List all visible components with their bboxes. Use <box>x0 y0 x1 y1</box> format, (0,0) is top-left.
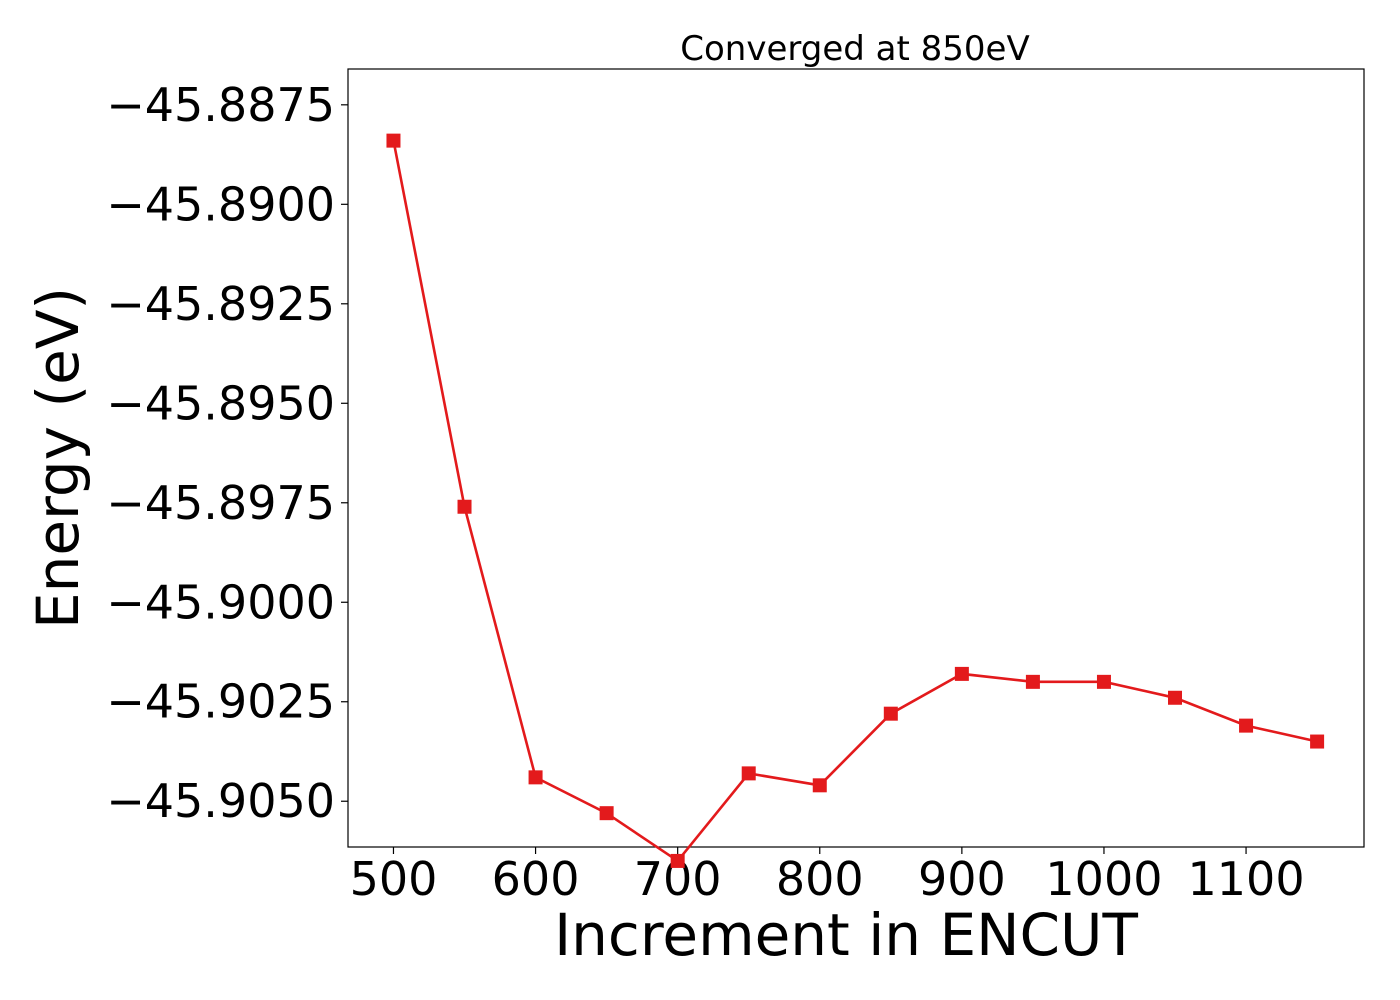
series-markers <box>386 133 1325 868</box>
x-axis-ticks: 500 600 700 800 900 1000 1100 <box>350 847 1305 906</box>
data-point-marker <box>528 770 543 785</box>
data-point-marker <box>812 778 827 793</box>
x-tick-label: 1100 <box>1188 852 1305 906</box>
data-point-marker <box>1310 734 1325 749</box>
y-tick-label: −45.8900 <box>106 177 335 231</box>
y-axis-ticks: −45.8875 −45.8900 −45.8925 −45.8950 −45.8975… <box>106 78 348 828</box>
data-point-marker <box>741 766 756 781</box>
y-tick-label: −45.9025 <box>106 675 335 729</box>
y-tick-label: −45.8875 <box>106 78 335 132</box>
chart-title: Converged at 850eV <box>680 29 1029 69</box>
y-tick-label: −45.9000 <box>106 575 335 629</box>
data-point-marker <box>599 806 614 821</box>
series-line <box>392 140 1318 863</box>
x-tick-label: 900 <box>918 852 1006 906</box>
x-tick-label: 1000 <box>1045 852 1162 906</box>
plot-area <box>347 68 1365 868</box>
y-tick-label: −45.8950 <box>106 376 335 430</box>
x-tick-label: 500 <box>350 852 438 906</box>
data-point-marker <box>954 666 969 681</box>
y-axis-label: Energy (eV) <box>24 287 92 629</box>
data-point-marker <box>1025 674 1040 689</box>
data-point-marker <box>670 853 685 868</box>
data-point-marker <box>1096 674 1111 689</box>
x-tick-label: 800 <box>776 852 864 906</box>
x-axis-label: Increment in ENCUT <box>554 901 1138 969</box>
y-tick-label: −45.8925 <box>106 277 335 331</box>
data-point-marker <box>1239 718 1254 733</box>
axes-frame <box>347 68 1365 848</box>
data-point-marker <box>457 499 472 514</box>
y-tick-label: −45.9050 <box>106 774 335 828</box>
data-point-marker <box>386 133 401 148</box>
y-tick-label: −45.8975 <box>106 476 335 530</box>
data-point-marker <box>1168 690 1183 705</box>
x-tick-label: 600 <box>492 852 580 906</box>
data-point-marker <box>883 706 898 721</box>
